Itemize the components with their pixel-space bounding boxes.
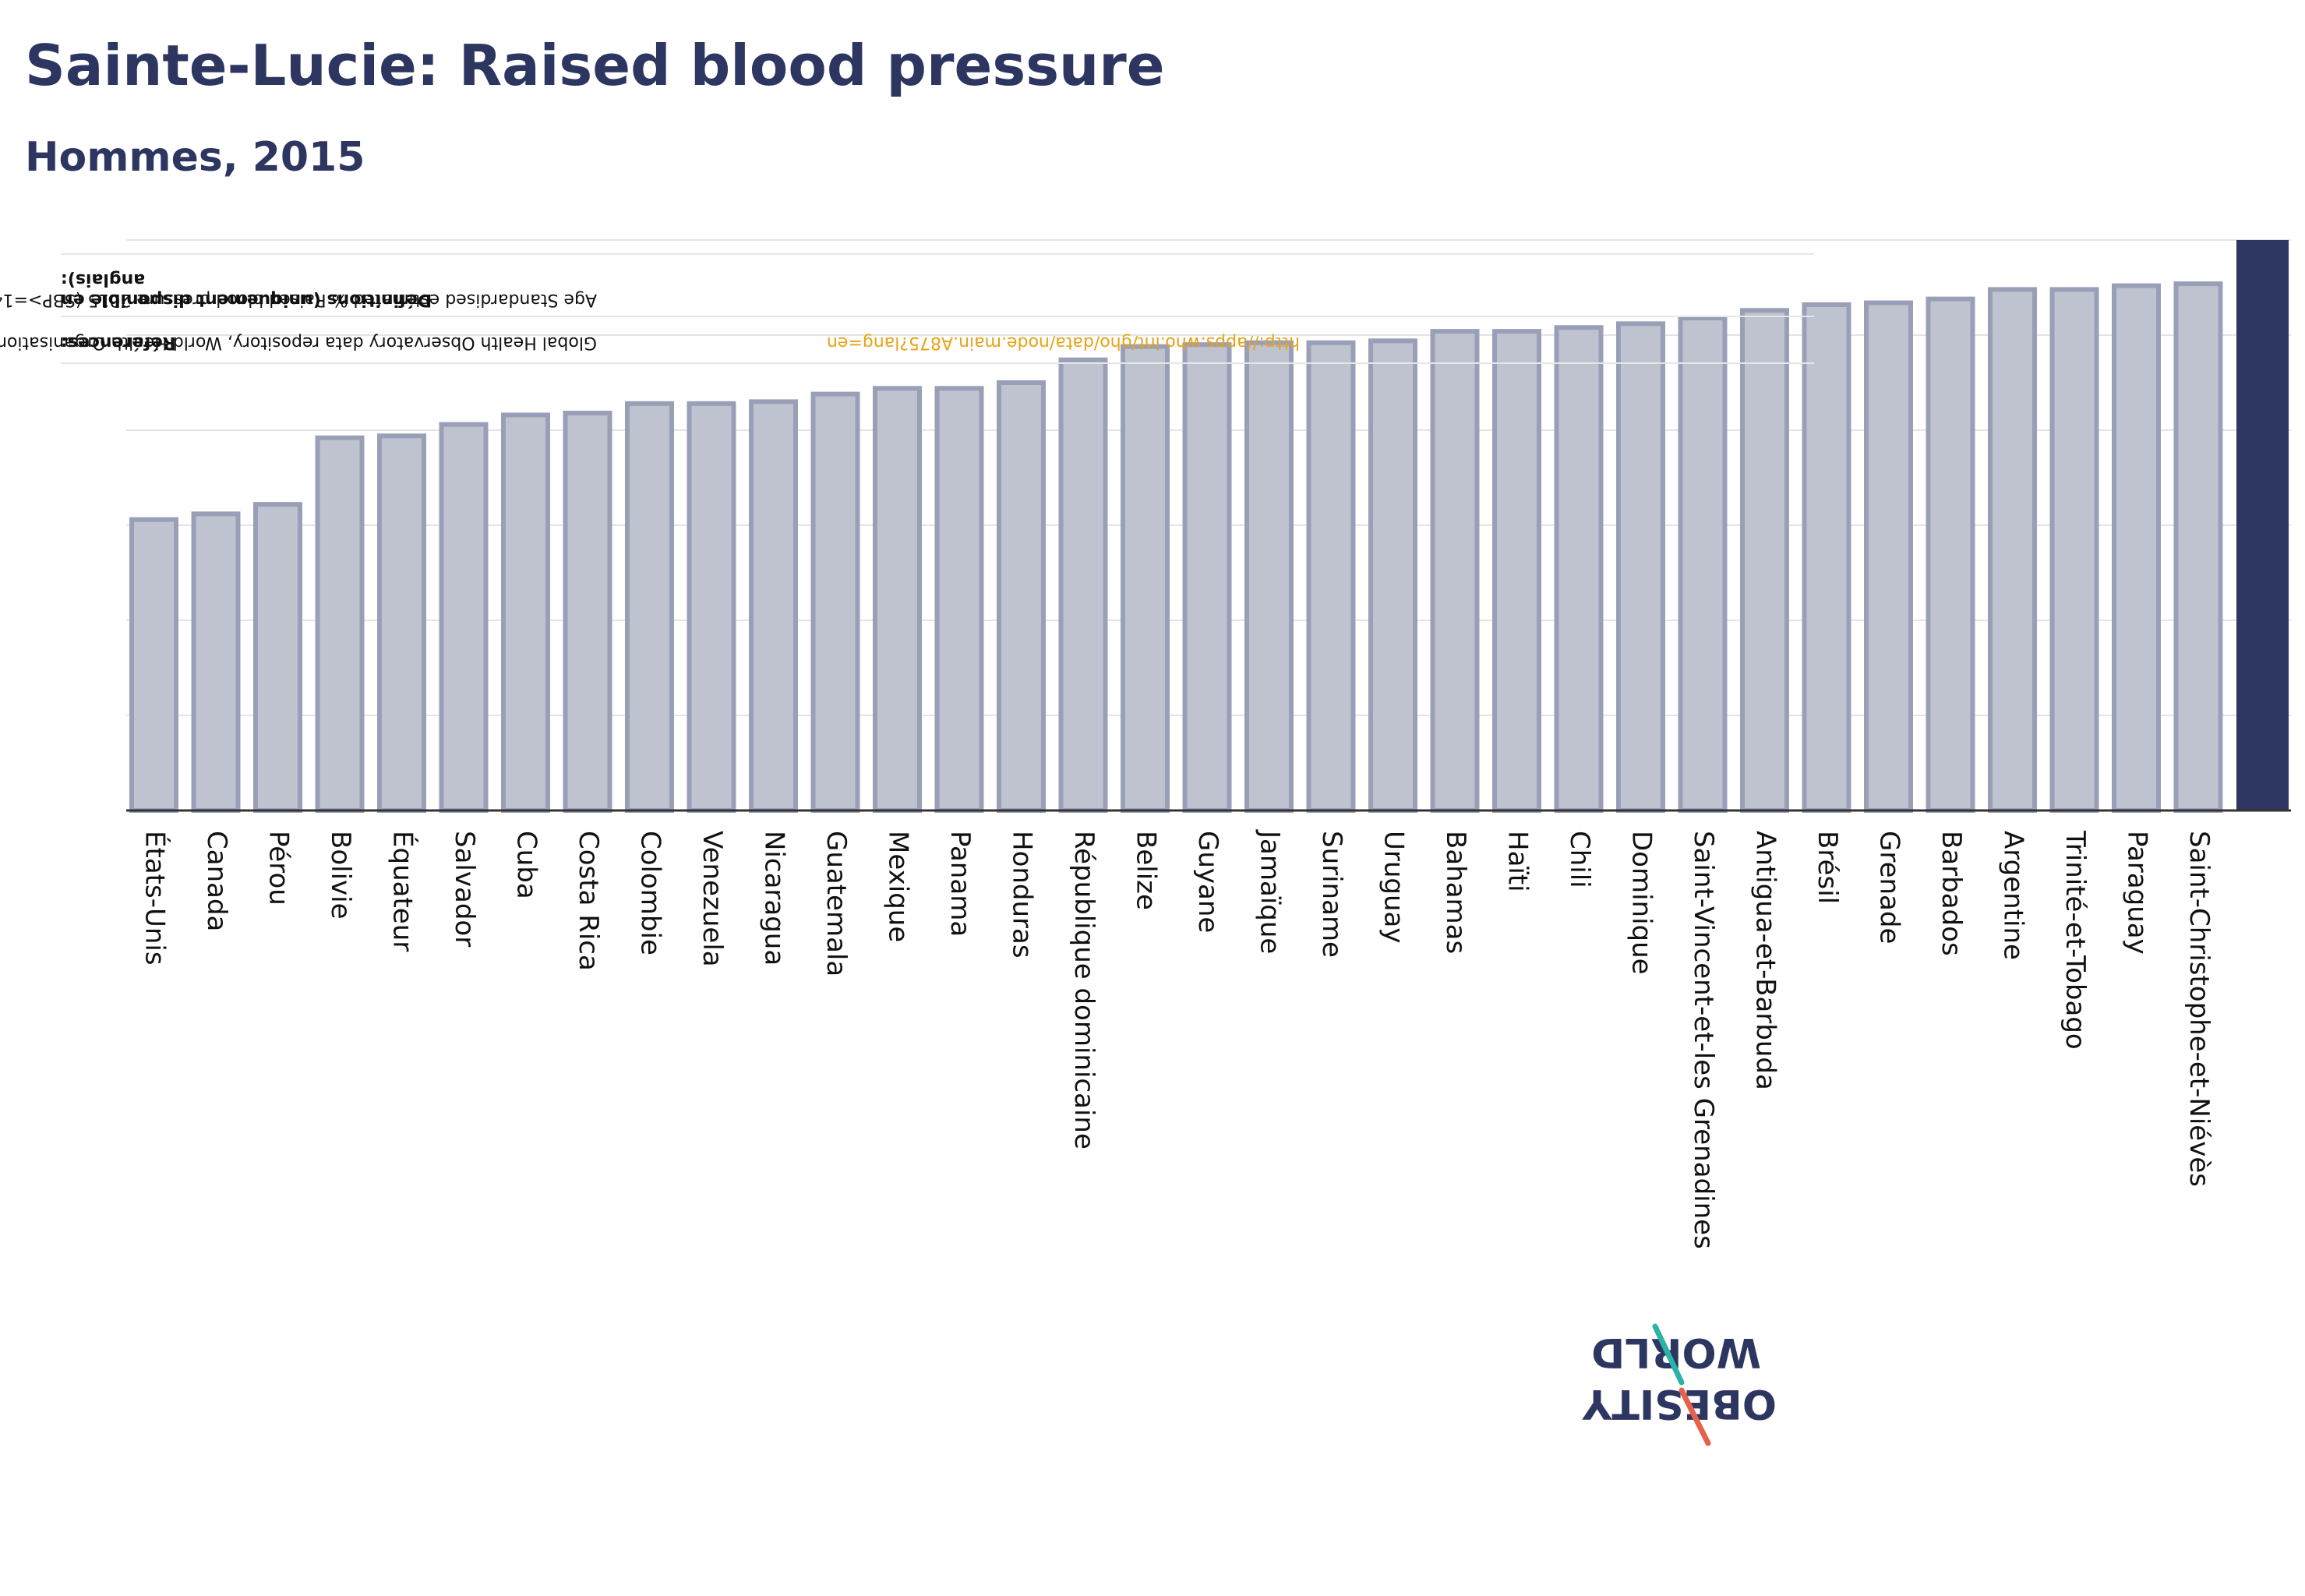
x-tick-label: Panama	[944, 831, 976, 937]
bar	[2112, 283, 2161, 813]
bar	[253, 502, 302, 813]
world-obesity-logo: OBESITY WORLD	[1581, 1323, 1777, 1446]
x-tick-label: Dominique	[1626, 831, 1657, 975]
x-tick-label: Nicaragua	[759, 831, 790, 966]
bar	[1554, 325, 1604, 813]
bar	[1182, 342, 1232, 813]
bar	[1492, 329, 1541, 813]
x-tick-label: Pérou	[263, 831, 295, 906]
references-label: Références:	[61, 333, 176, 352]
bar	[129, 517, 178, 813]
bar	[1678, 316, 1728, 814]
x-tick-label: États-Unis	[139, 831, 171, 966]
x-tick-label: Argentine	[1998, 831, 2029, 960]
bar	[315, 435, 365, 813]
x-tick-label: Antigua-et-Barbuda	[1750, 831, 1781, 1090]
x-tick-label: Guatemala	[821, 831, 852, 976]
bar	[2173, 281, 2223, 813]
definitions-label-line1: Définitions (uniquement disponible en	[61, 290, 432, 309]
bar	[1864, 300, 1913, 813]
chart-title: Sainte-Lucie: Raised blood pressure	[25, 33, 1165, 98]
bar	[934, 386, 984, 813]
x-tick-label: Jamaïque	[1255, 829, 1286, 954]
bar	[810, 391, 860, 813]
x-tick-label: Bahamas	[1440, 831, 1471, 954]
bar	[687, 401, 736, 813]
x-tick-label: Honduras	[1007, 831, 1038, 959]
references-text: Global Health Observatory data repositor…	[0, 333, 597, 352]
bar	[191, 511, 241, 813]
bar	[563, 411, 612, 813]
x-tick-label: République dominicaine	[1068, 831, 1100, 1149]
bar	[1368, 338, 1417, 813]
definitions-text: Age Standardised estimated % Raised bloo…	[0, 290, 597, 309]
x-tick-label: Équateur	[387, 831, 419, 952]
x-tick-label: Guyane	[1192, 831, 1223, 933]
x-tick-label: Saint-Vincent-et-les Grenadines	[1688, 831, 1719, 1249]
bar	[2049, 287, 2099, 813]
bar	[1616, 321, 1665, 813]
bar	[501, 412, 550, 813]
bar	[1058, 357, 1108, 814]
bar	[439, 422, 489, 813]
logo-text-line1: OBESITY	[1581, 1380, 1777, 1427]
x-tick-labels: États-Unis Canada Pérou Bolivie Équateur Salv…	[139, 829, 2215, 1249]
x-tick-label: Colombie	[635, 831, 666, 955]
bar	[997, 380, 1046, 813]
bar	[1802, 302, 1851, 813]
x-tick-label: Canada	[201, 831, 232, 931]
x-tick-label: Costa Rica	[573, 831, 604, 971]
x-tick-label: Grenade	[1874, 831, 1905, 944]
x-tick-label: Salvador	[449, 831, 480, 947]
bar-highlighted	[2236, 240, 2289, 810]
references-overlay: Références: Global Health Observatory da…	[0, 253, 1814, 364]
bar	[1430, 329, 1480, 813]
bar	[749, 399, 798, 813]
x-tick-label: Haïti	[1502, 831, 1534, 892]
x-tick-label: Trinité-et-Tobago	[2060, 830, 2091, 1050]
bar	[1121, 344, 1170, 813]
bar	[1926, 296, 1975, 813]
logo-slash-red	[1678, 1387, 1711, 1446]
x-tick-label: Venezuela	[697, 831, 728, 967]
x-tick-label: Saint-Christophe-et-Niévès	[2183, 831, 2215, 1187]
references-link[interactable]: http://apps.who.int/gho/data/node.main.A…	[827, 333, 1300, 352]
logo-slash-teal	[1652, 1323, 1685, 1386]
bar	[1988, 287, 2037, 813]
x-tick-label: Suriname	[1316, 831, 1347, 958]
x-tick-label: Paraguay	[2122, 831, 2153, 955]
chart-subtitle: Hommes, 2015	[25, 134, 365, 181]
x-tick-label: Brésil	[1812, 831, 1843, 904]
bar	[377, 433, 426, 813]
x-tick-label: Chili	[1564, 831, 1595, 888]
x-tick-label: Mexique	[883, 831, 914, 942]
x-tick-label: Bolivie	[325, 831, 356, 920]
x-tick-label: Barbados	[1936, 831, 1967, 956]
bar	[1740, 308, 1789, 813]
bar	[625, 401, 674, 813]
bar	[1306, 340, 1356, 813]
x-tick-label: Cuba	[511, 831, 542, 899]
definitions-label-line2: anglais):	[61, 270, 145, 289]
bars	[129, 240, 2289, 814]
x-tick-label: Belize	[1131, 831, 1162, 910]
bar	[873, 386, 922, 813]
bar	[1244, 340, 1294, 813]
x-tick-label: Uruguay	[1378, 831, 1410, 944]
